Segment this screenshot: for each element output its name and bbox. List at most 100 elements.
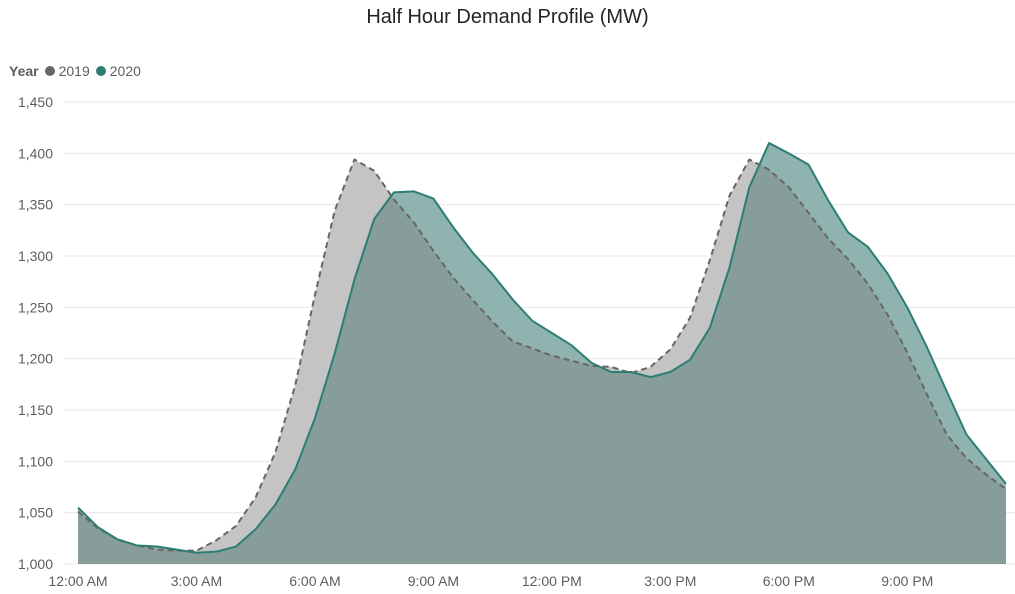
point-2019 xyxy=(708,258,712,262)
point-2020 xyxy=(214,550,218,554)
x-tick-label: 12:00 PM xyxy=(522,573,582,589)
point-2020 xyxy=(175,548,179,552)
point-2019 xyxy=(747,157,751,161)
point-2019 xyxy=(688,316,692,320)
y-tick-label: 1,300 xyxy=(18,248,53,264)
point-2020 xyxy=(1004,482,1008,486)
point-2020 xyxy=(886,271,890,275)
point-2019 xyxy=(412,220,416,224)
x-tick-label: 3:00 PM xyxy=(644,573,696,589)
point-2019 xyxy=(925,393,929,397)
line-2019 xyxy=(77,158,1007,552)
point-2020 xyxy=(115,537,119,541)
point-2020 xyxy=(352,278,356,282)
point-2020 xyxy=(530,319,534,323)
point-2020 xyxy=(866,245,870,249)
point-2019 xyxy=(510,339,514,343)
point-2020 xyxy=(372,217,376,221)
point-2020 xyxy=(234,545,238,549)
point-2019 xyxy=(372,169,376,173)
x-tick-label: 9:00 AM xyxy=(408,573,459,589)
point-2019 xyxy=(392,198,396,202)
point-2020 xyxy=(728,265,732,269)
point-2020 xyxy=(293,468,297,472)
point-2019 xyxy=(1004,487,1008,491)
point-2020 xyxy=(333,352,337,356)
point-2019 xyxy=(787,185,791,189)
area-overlap xyxy=(78,159,1006,564)
point-2019 xyxy=(491,320,495,324)
point-2020 xyxy=(412,189,416,193)
chart-title: Half Hour Demand Profile (MW) xyxy=(366,6,649,28)
line-2020 xyxy=(77,142,1007,554)
point-2020 xyxy=(708,326,712,330)
point-2020 xyxy=(747,185,751,189)
point-2019 xyxy=(431,249,435,253)
point-2020 xyxy=(254,527,258,531)
point-2020 xyxy=(629,370,633,374)
point-2019 xyxy=(451,276,455,280)
point-2020 xyxy=(649,375,653,379)
legend-dot-2019 xyxy=(44,66,55,76)
point-2020 xyxy=(451,225,455,229)
point-2019 xyxy=(668,347,672,351)
point-2019 xyxy=(352,157,356,161)
point-2019 xyxy=(76,510,80,514)
point-2020 xyxy=(965,433,969,437)
point-2020 xyxy=(431,197,435,201)
point-2020 xyxy=(905,305,909,309)
point-2019 xyxy=(313,293,317,297)
point-2020 xyxy=(471,251,475,255)
y-tick-label: 1,100 xyxy=(18,453,53,469)
point-2020 xyxy=(392,190,396,194)
point-2020 xyxy=(846,230,850,234)
legend: Year 2019 2020 xyxy=(9,62,147,80)
y-tick-label: 1,250 xyxy=(18,299,53,315)
point-2020 xyxy=(194,551,198,555)
x-tick-label: 6:00 AM xyxy=(289,573,340,589)
legend-label-2019: 2019 xyxy=(58,63,90,79)
point-2020 xyxy=(787,151,791,155)
point-2019 xyxy=(965,456,969,460)
point-2019 xyxy=(649,365,653,369)
legend-title: Year xyxy=(9,63,39,79)
point-2019 xyxy=(471,298,475,302)
point-2019 xyxy=(846,257,850,261)
point-2019 xyxy=(550,354,554,358)
point-2020 xyxy=(767,141,771,145)
point-2019 xyxy=(826,237,830,241)
point-2020 xyxy=(550,331,554,335)
x-tick-label: 9:00 PM xyxy=(881,573,933,589)
point-2020 xyxy=(570,343,574,347)
point-2020 xyxy=(945,390,949,394)
y-tick-label: 1,050 xyxy=(18,505,53,521)
legend-item-2020[interactable]: 2020 xyxy=(95,63,141,79)
point-2019 xyxy=(767,168,771,172)
point-2019 xyxy=(807,211,811,215)
y-tick-label: 1,450 xyxy=(18,94,53,110)
point-2019 xyxy=(945,433,949,437)
point-2019 xyxy=(728,193,732,197)
point-2020 xyxy=(135,544,139,548)
point-2020 xyxy=(807,163,811,167)
x-tick-label: 12:00 AM xyxy=(48,573,107,589)
point-2019 xyxy=(886,313,890,317)
point-2020 xyxy=(925,345,929,349)
point-2020 xyxy=(984,457,988,461)
point-2020 xyxy=(76,506,80,510)
point-2019 xyxy=(234,524,238,528)
y-tick-label: 1,400 xyxy=(18,145,53,161)
point-2019 xyxy=(254,495,258,499)
point-2019 xyxy=(905,351,909,355)
point-2019 xyxy=(866,282,870,286)
point-2020 xyxy=(313,416,317,420)
point-2019 xyxy=(984,473,988,477)
point-2019 xyxy=(273,450,277,454)
legend-label-2020: 2020 xyxy=(109,63,141,79)
legend-item-2019[interactable]: 2019 xyxy=(44,63,90,79)
y-tick-label: 1,350 xyxy=(18,197,53,213)
point-2020 xyxy=(491,272,495,276)
point-2020 xyxy=(688,358,692,362)
point-2019 xyxy=(333,209,337,213)
